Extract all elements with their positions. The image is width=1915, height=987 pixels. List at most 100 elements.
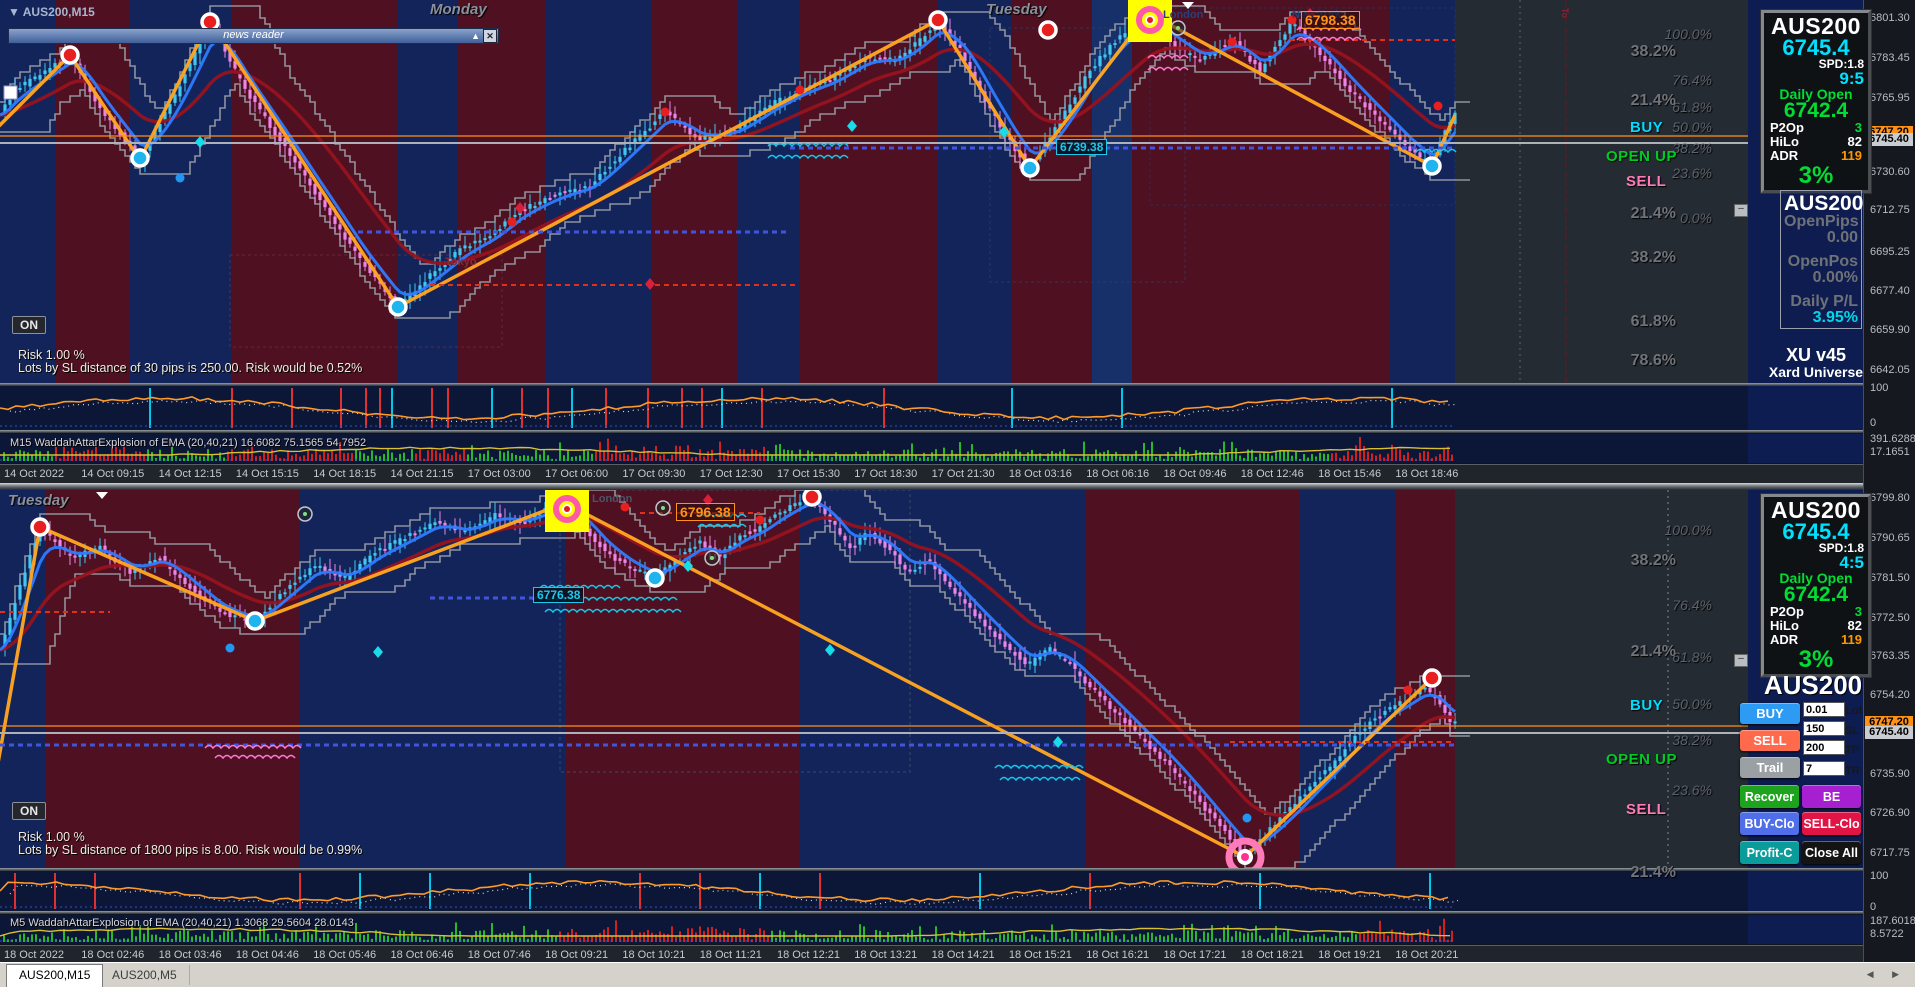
watermark-name: Xard Universe xyxy=(1768,364,1864,380)
price-tick: 6717.75 xyxy=(1870,847,1910,859)
top-indicator-pane-2[interactable] xyxy=(0,434,1863,463)
time-axis-tick: 18 Oct 05:46 xyxy=(313,949,377,961)
panel-row-label: P2Op xyxy=(1770,604,1804,619)
indicator-tick: 0 xyxy=(1870,901,1877,913)
lot-input[interactable] xyxy=(1803,702,1845,717)
news-reader-bar[interactable]: news reader ▲ ✕ xyxy=(8,28,499,44)
time-axis-tick: 18 Oct 09:21 xyxy=(545,949,609,961)
tab-aus200-m5[interactable]: AUS200,M5 xyxy=(100,965,190,985)
time-axis-tick: 18 Oct 03:46 xyxy=(158,949,222,961)
breakeven-button[interactable]: BE xyxy=(1802,785,1861,808)
time-axis-tick: 18 Oct 15:21 xyxy=(1008,949,1072,961)
news-reader-title: news reader xyxy=(223,29,284,41)
pane-separator[interactable] xyxy=(0,383,1863,386)
tp-input[interactable] xyxy=(1803,740,1845,755)
sell-close-button[interactable]: SELL-Clo xyxy=(1802,812,1861,835)
price-tick: 6799.80 xyxy=(1870,492,1910,504)
ask-price-badge: 6747.20 xyxy=(1865,716,1913,729)
panel-symbol: AUS200 xyxy=(1771,13,1861,39)
open-pos-label: OpenPos xyxy=(1787,253,1858,270)
panel-row-value: 82 xyxy=(1847,134,1862,149)
time-axis-tick: 18 Oct 04:46 xyxy=(235,949,299,961)
price-scale[interactable]: 6801.30 6783.45 6765.95 6730.60 6712.75 6695.… xyxy=(1863,0,1915,962)
symbol-info-panel: AUS200 6745.4 SPD:1.8 9:5 Daily Open 674… xyxy=(1760,9,1872,194)
top-indicator-pane-1[interactable] xyxy=(0,386,1863,430)
panel-row-value: 119 xyxy=(1841,148,1862,163)
panel-daily-open: 6742.4 xyxy=(1783,583,1849,606)
panel-daily-open-label: Daily Open xyxy=(1779,86,1853,102)
on-toggle-button[interactable]: ON xyxy=(12,802,46,820)
time-axis-tick: 14 Oct 21:15 xyxy=(390,468,454,480)
price-tick: 6781.50 xyxy=(1870,572,1910,584)
bottom-indicator-pane-1[interactable] xyxy=(0,871,1863,911)
tr-input[interactable] xyxy=(1803,761,1845,776)
panel-spread: SPD:1.8 xyxy=(1818,541,1864,555)
chart-shift-marker[interactable] xyxy=(1182,2,1194,9)
time-axis-tick: 18 Oct 16:21 xyxy=(1086,949,1150,961)
pane-separator[interactable] xyxy=(0,430,1863,433)
time-axis-tick: 18 Oct 07:46 xyxy=(467,949,531,961)
daily-pl-value: 3.95% xyxy=(1812,309,1858,326)
time-axis-tick: 18 Oct 03:16 xyxy=(1008,468,1072,480)
chart-shift-marker[interactable] xyxy=(96,492,108,499)
price-tick: 6712.75 xyxy=(1870,204,1910,216)
indicator-tick: 17.1651 xyxy=(1870,446,1910,458)
vline-label: To xyxy=(1560,7,1571,19)
top-time-axis: 14 Oct 2022 14 Oct 09:15 14 Oct 12:15 14 Oc… xyxy=(0,464,1863,484)
bid-price-badge: 6745.40 xyxy=(1865,726,1913,739)
time-axis-tick: 18 Oct 12:21 xyxy=(777,949,840,961)
buy-button[interactable]: BUY xyxy=(1740,703,1800,724)
price-tick: 6730.60 xyxy=(1870,166,1910,178)
close-all-button[interactable]: Close All xyxy=(1802,841,1861,864)
panel-daily-open-label: Daily Open xyxy=(1779,570,1853,586)
profit-close-button[interactable]: Profit-C xyxy=(1740,841,1799,864)
price-tick: 6801.30 xyxy=(1870,12,1910,24)
panel-row-value: 3 xyxy=(1854,604,1862,619)
indicator-tick: 100 xyxy=(1870,870,1889,882)
time-axis-tick: 17 Oct 09:30 xyxy=(622,468,686,480)
time-axis-tick: 14 Oct 2022 xyxy=(4,468,64,480)
panel-row-value: 82 xyxy=(1847,618,1862,633)
time-axis-tick: 18 Oct 06:16 xyxy=(1086,468,1150,480)
open-pips-label: OpenPips xyxy=(1784,213,1859,230)
time-axis-tick: 18 Oct 14:21 xyxy=(931,949,995,961)
chart-symbol-title[interactable]: ▼ AUS200,M15 xyxy=(8,5,95,19)
time-axis-tick: 18 Oct 12:46 xyxy=(1240,468,1304,480)
panel-percent: 3% xyxy=(1798,646,1834,673)
minimize-button[interactable]: – xyxy=(1734,654,1748,667)
close-icon[interactable]: ✕ xyxy=(483,29,497,43)
price-tick: 6642.05 xyxy=(1870,364,1910,376)
sell-button[interactable]: SELL xyxy=(1740,730,1800,751)
price-tick: 6659.90 xyxy=(1870,324,1910,336)
panel-row-value: 3 xyxy=(1854,120,1862,135)
time-axis-tick: 17 Oct 03:00 xyxy=(467,468,531,480)
tr-label: TR xyxy=(1845,765,1860,777)
minimize-button[interactable]: – xyxy=(1734,204,1748,217)
pane-separator[interactable] xyxy=(0,911,1863,914)
bottom-chart-plot[interactable] xyxy=(0,490,1863,868)
time-axis-tick: 18 Oct 09:46 xyxy=(1163,468,1227,480)
time-axis-tick: 17 Oct 15:30 xyxy=(777,468,840,480)
panel-symbol: AUS200 xyxy=(1784,192,1864,215)
panel-clock: 9:5 xyxy=(1839,69,1864,88)
time-axis-tick: 18 Oct 17:21 xyxy=(1163,949,1227,961)
open-pos-value: 0.00% xyxy=(1812,269,1858,286)
buy-close-button[interactable]: BUY-Clo xyxy=(1740,812,1799,835)
top-chart-plot[interactable] xyxy=(0,0,1863,383)
pane-separator[interactable] xyxy=(0,868,1863,871)
recover-button[interactable]: Recover xyxy=(1740,785,1799,808)
on-toggle-button[interactable]: ON xyxy=(12,316,46,334)
tab-scroll-arrows[interactable]: ◀ ▶ xyxy=(1866,969,1907,979)
bottom-indicator-pane-2[interactable] xyxy=(0,915,1863,944)
time-axis-tick: 14 Oct 18:15 xyxy=(313,468,377,480)
indicator-tick: 187.6018 xyxy=(1870,915,1915,927)
watermark-version: XU v45 xyxy=(1785,345,1847,365)
sl-input[interactable] xyxy=(1803,721,1845,736)
trail-button[interactable]: Trail xyxy=(1740,757,1800,778)
chart-split-divider[interactable] xyxy=(0,483,1915,490)
collapse-icon[interactable]: ▲ xyxy=(471,31,480,41)
tab-aus200-m15[interactable]: AUS200,M15 xyxy=(6,964,104,987)
time-axis-tick: 18 Oct 15:46 xyxy=(1318,468,1382,480)
time-axis-tick: 17 Oct 06:00 xyxy=(545,468,609,480)
